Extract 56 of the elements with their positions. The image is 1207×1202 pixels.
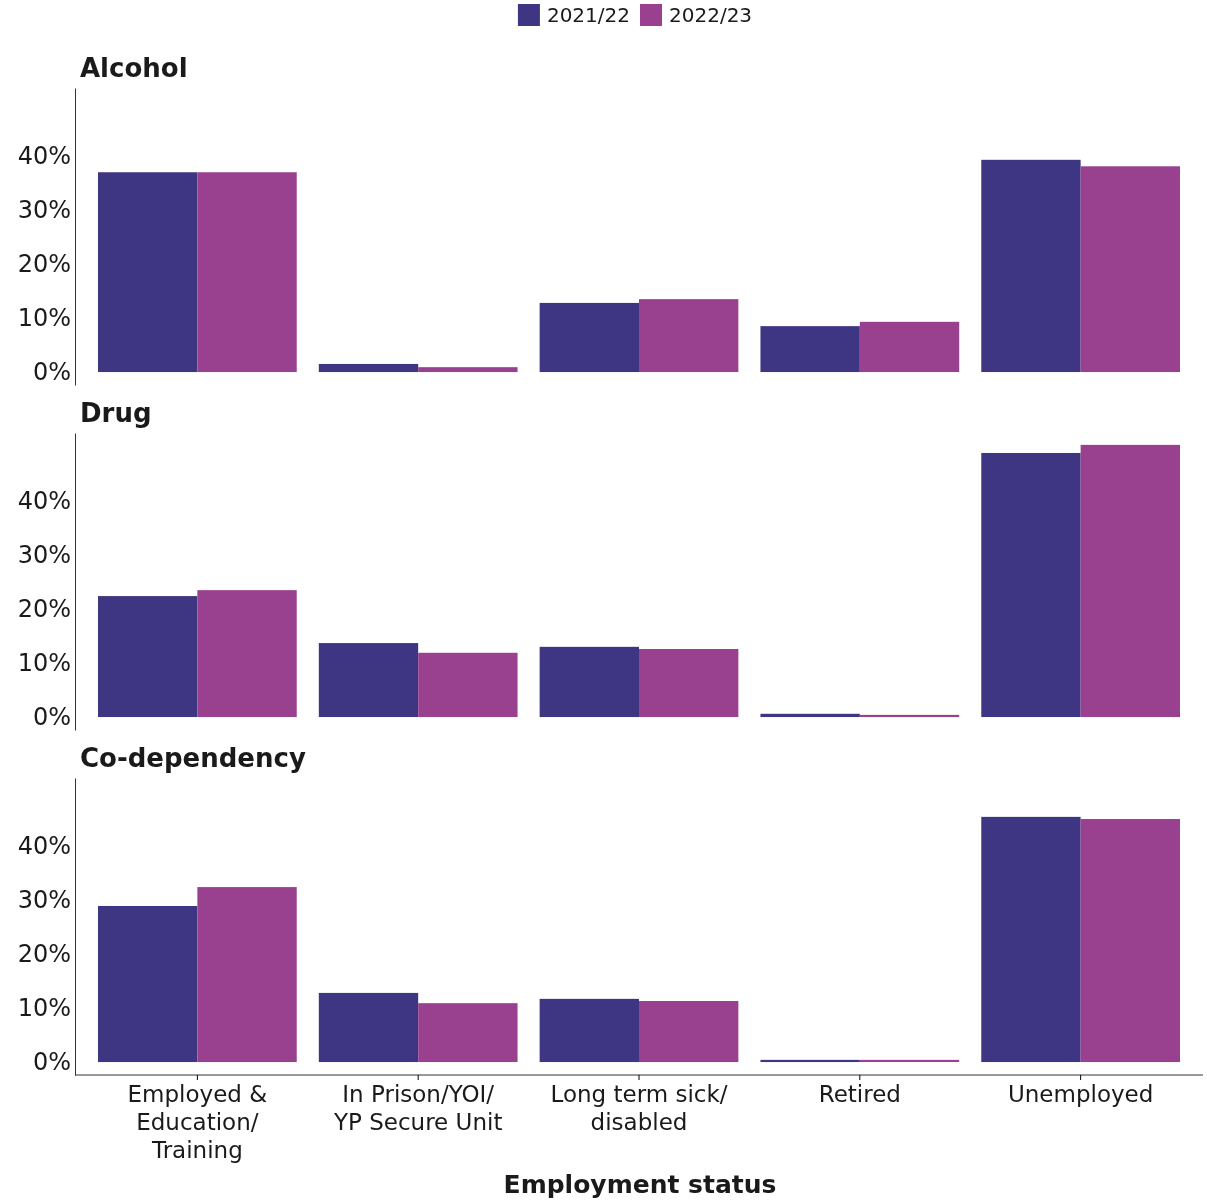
x-axis-title: Employment status: [503, 1170, 777, 1199]
x-tick-label: Retired: [818, 1081, 901, 1108]
bar: [760, 326, 860, 373]
bar: [98, 172, 198, 373]
bar: [859, 321, 960, 373]
y-tick-label: 10%: [17, 304, 71, 333]
y-tick-label: 40%: [17, 142, 71, 171]
y-tick-label: 30%: [17, 886, 71, 915]
x-tick-label: In Prison/YOI/ YP Secure Unit: [332, 1081, 503, 1135]
bar: [318, 992, 419, 1063]
bar: [197, 590, 297, 718]
y-tick-label: 20%: [17, 595, 71, 624]
y-tick-label: 20%: [17, 940, 71, 969]
bar: [981, 452, 1081, 718]
bar: [418, 652, 518, 718]
bar: [760, 1059, 860, 1063]
legend-label: 2022/23: [669, 3, 753, 27]
y-tick-label: 10%: [17, 649, 71, 678]
bar: [197, 172, 297, 373]
chart-title: Drug: [80, 398, 152, 428]
bar: [859, 714, 960, 718]
y-tick-label: 0%: [32, 358, 71, 387]
bar: [539, 998, 639, 1063]
legend-label: 2021/22: [546, 3, 630, 27]
x-tick-label: Long term sick/ disabled: [550, 1081, 728, 1135]
bar: [418, 1003, 518, 1063]
y-tick-label: 40%: [17, 487, 71, 516]
bar: [760, 713, 860, 718]
y-tick-label: 20%: [17, 250, 71, 279]
bar: [318, 363, 419, 373]
bar: [197, 887, 297, 1063]
bar: [639, 299, 739, 373]
bar: [1080, 166, 1180, 373]
bar: [418, 367, 518, 373]
bar: [539, 646, 639, 718]
bar: [539, 302, 639, 373]
bar: [1080, 819, 1180, 1063]
y-tick-label: 0%: [32, 1048, 71, 1077]
bar: [639, 649, 739, 718]
bar: [639, 1001, 739, 1063]
y-tick-label: 30%: [17, 541, 71, 570]
bar: [1080, 444, 1180, 718]
bar: [981, 816, 1081, 1063]
y-tick-label: 0%: [32, 703, 71, 732]
bar: [318, 643, 419, 718]
bar: [859, 1059, 960, 1063]
chart-title: Alcohol: [80, 53, 188, 83]
x-tick-label: Unemployed: [1007, 1081, 1154, 1108]
y-tick-label: 40%: [17, 832, 71, 861]
y-tick-label: 30%: [17, 196, 71, 225]
bar: [981, 159, 1081, 373]
bar: [98, 596, 198, 718]
chart-title: Co-dependency: [80, 743, 306, 773]
bar: [98, 905, 198, 1063]
y-tick-label: 10%: [17, 994, 71, 1023]
x-tick-label: Employed & Education/ Training: [127, 1081, 268, 1163]
